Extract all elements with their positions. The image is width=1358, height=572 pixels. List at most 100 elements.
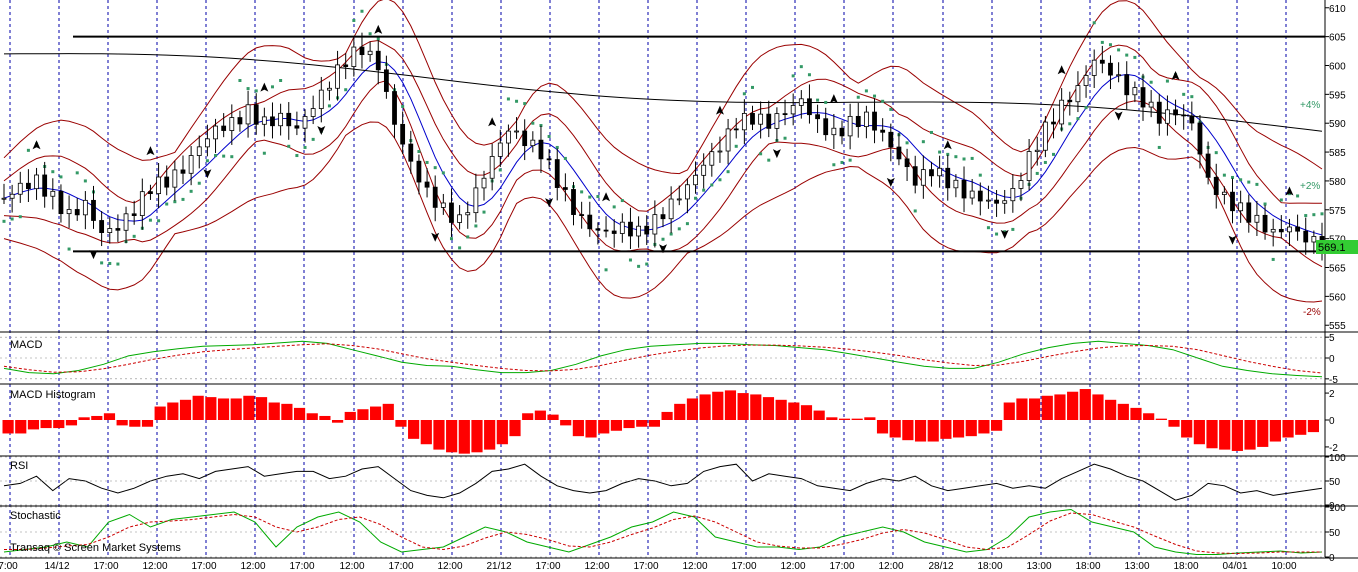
fractal-down-arrow [545,198,554,208]
candle-body [123,213,129,231]
histogram-bar [547,414,559,420]
candle-body [66,209,72,215]
fractal-down-arrow [431,232,440,242]
histogram-bar [940,420,952,439]
sar-dot [832,163,836,167]
candle-body [562,187,568,190]
candle-body [465,212,471,216]
candle-body [294,125,300,129]
sar-dot [116,262,120,266]
macd-series-line [3,343,1323,374]
sar-dot [637,264,641,268]
fractal-down-arrow [317,125,326,135]
sar-dot [547,134,551,138]
sar-dot [962,157,966,161]
price-tick-label: 585 [1329,148,1346,159]
sar-dot [132,234,136,238]
sar-dot [742,92,746,96]
histogram-bar [103,413,116,420]
fractal-down-arrow [772,149,781,159]
sar-dot [449,237,453,241]
price-tick-label: 580 [1329,177,1346,188]
candle-body [920,169,926,186]
sar-dot [197,181,201,185]
histogram-bar [268,402,280,420]
histogram-bar [420,420,432,445]
histogram-bar [1307,420,1319,433]
candle-body [929,169,934,177]
sar-dot [246,87,250,91]
sar-dot [905,141,909,145]
candle-body [994,199,999,204]
sar-dot [18,215,22,219]
histogram-bar [927,420,939,442]
watermark: Transaq © Screen Market Systems [10,542,181,554]
histogram-bar [433,420,445,450]
sar-dot [506,97,510,101]
candle-body [180,169,186,174]
price-tick-label: 595 [1329,90,1346,101]
candle-body [986,199,991,202]
sar-dot [685,222,689,226]
rsi-tick-label: 50 [1329,477,1341,488]
histogram-bar [370,406,382,420]
candle-body [9,193,15,199]
candle-body [432,186,438,208]
x-tick-label: 10:00 [1271,561,1296,572]
price-tick-label: 590 [1329,119,1346,130]
sar-dot [83,179,87,183]
sar-dot [1003,230,1007,234]
candle-body [131,213,137,216]
sar-dot [1312,213,1316,217]
x-tick-label: 12:00 [584,561,609,572]
sar-dot [596,195,600,199]
candle-body [937,167,943,177]
fractal-down-arrow [1228,235,1237,245]
candle-body [278,112,284,127]
sar-dot [417,149,421,153]
fractal-up-arrow [260,82,269,92]
sar-dot [1165,79,1169,83]
candle-body [34,174,39,190]
candle-body [888,131,894,148]
histogram-bar [636,420,648,427]
sar-dot [767,158,771,162]
histogram-bar [2,420,14,434]
histogram-bar [382,403,394,420]
sar-dot [946,152,950,156]
band-label-middle: +2% [1300,181,1320,192]
candle-body [798,98,804,106]
candle-body [1067,99,1073,103]
x-tick-label: 12:00 [682,561,707,572]
candle-body [481,177,487,189]
x-tick-label: 17:00 [289,561,314,572]
sar-dot [1247,180,1251,184]
histogram-bar [192,395,204,420]
x-tick-label: 17:00 [191,561,216,572]
sar-dot [588,195,592,199]
histogram-bar [560,420,572,426]
sar-dot [51,170,55,174]
histogram-bar [788,402,800,420]
sar-dot [1108,43,1112,47]
sar-dot [1084,106,1088,110]
price-tick-label: 560 [1329,292,1346,303]
x-tick-label: 04/01 [1222,561,1247,572]
sar-dot [710,183,714,187]
histogram-bar [40,420,52,429]
candle-body [652,214,658,235]
histogram-bar [1282,420,1294,438]
candle-body [676,198,682,201]
fractal-down-arrow [1114,111,1123,121]
sar-dot [1117,48,1121,52]
hist-tick-label: 2 [1329,389,1335,400]
candle-body [351,46,357,67]
histogram-bar [484,420,496,450]
sar-dot [1296,194,1300,198]
price-tick-label: 575 [1329,206,1346,217]
histogram-bar [826,417,838,420]
macd-tick-label: 0 [1329,354,1335,365]
histogram-bar [914,420,927,442]
price-tick-label: 610 [1329,4,1346,15]
sar-dot [612,205,616,209]
